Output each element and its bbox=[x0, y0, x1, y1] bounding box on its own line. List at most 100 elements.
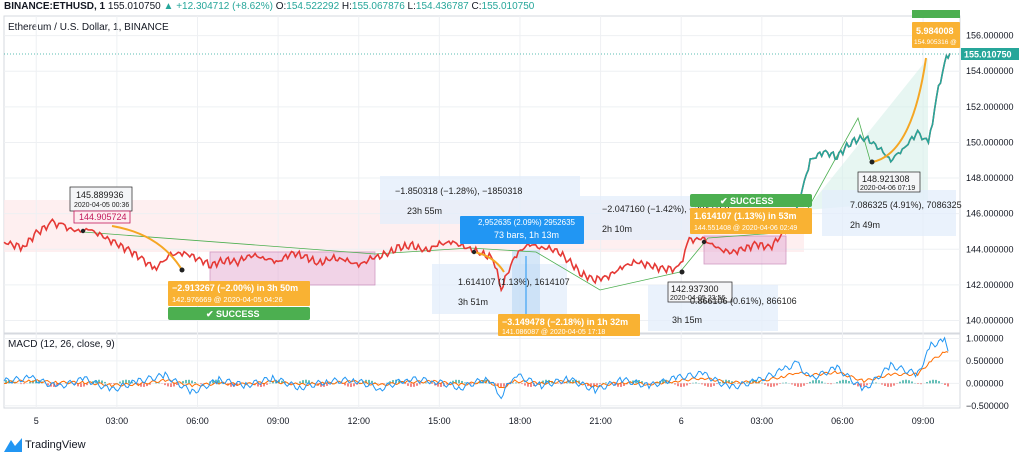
macd-tick-label: 0.500000 bbox=[966, 356, 1004, 366]
x-tick-label: 09:00 bbox=[912, 416, 935, 426]
x-tick-label: 06:00 bbox=[831, 416, 854, 426]
measure-box-2 bbox=[432, 264, 567, 314]
y-tick-label: 156.000000 bbox=[966, 31, 1014, 41]
trade2-box bbox=[498, 314, 640, 336]
x-tick-label: 06:00 bbox=[186, 416, 209, 426]
range1-text: −1.850318 (−1.28%), −1850318 bbox=[395, 186, 522, 196]
swing-arc-2 bbox=[473, 251, 505, 273]
range2-time: 3h 51m bbox=[458, 297, 488, 307]
open-label: O: bbox=[275, 1, 287, 12]
y-tick-label: 144.000000 bbox=[966, 244, 1014, 254]
low3-point bbox=[869, 159, 875, 165]
close-value: 155.010750 bbox=[481, 1, 535, 12]
macd-tick-label: 1.000000 bbox=[966, 333, 1004, 343]
high1-price: 145.889936 bbox=[76, 190, 124, 200]
low3-time: 2020-04-06 07:19 bbox=[860, 185, 915, 192]
y-tick-label: 146.000000 bbox=[966, 209, 1014, 219]
macd-tick-label: −0.500000 bbox=[966, 401, 1009, 411]
trade3-entry: 144.551408 @ 2020-04-06 02:49 bbox=[694, 225, 797, 232]
last-price: 155.010750 bbox=[107, 1, 161, 12]
swing-arc-1 bbox=[111, 225, 183, 271]
macd-pane bbox=[3, 333, 961, 409]
price-series bbox=[3, 53, 951, 293]
x-tick-label: 09:00 bbox=[267, 416, 290, 426]
high1-flag: 144.905724 bbox=[79, 212, 127, 222]
tradingview-logo[interactable]: TradingView bbox=[4, 438, 86, 452]
success1: ✔ SUCCESS bbox=[206, 309, 260, 319]
range5-time: 2h 49m bbox=[850, 220, 880, 230]
low1-point bbox=[471, 249, 477, 255]
x-tick-label: 03:00 bbox=[751, 416, 774, 426]
low2-time: 2020-04-05 23:56 bbox=[670, 295, 725, 302]
success1-box bbox=[168, 307, 310, 320]
trade4-result: 5.984008 bbox=[916, 26, 954, 36]
price-rally-line bbox=[794, 53, 951, 215]
trade4-entry: 154.905316 @ bbox=[914, 39, 957, 46]
trade1-point bbox=[179, 267, 185, 273]
open-value: 154.522292 bbox=[286, 1, 340, 12]
high1-label-box bbox=[69, 186, 133, 212]
trade3-result: 1.614107 (1.13%) in 53m bbox=[694, 211, 797, 221]
macd-tick-label: 0.000000 bbox=[966, 378, 1004, 388]
y-tick-label: 148.000000 bbox=[966, 173, 1014, 183]
y-tick-label: 154.000000 bbox=[966, 66, 1014, 76]
trade4-box bbox=[912, 22, 960, 48]
high1-point bbox=[80, 228, 86, 234]
x-tick-label: 5 bbox=[34, 416, 39, 426]
low-label: L: bbox=[407, 1, 416, 12]
range4-text: 0.866106 (0.61%), 866106 bbox=[690, 296, 797, 306]
trade3-point bbox=[701, 239, 707, 245]
bars-prefix: 2,952635 (2.09%) 2952635 bbox=[478, 218, 576, 227]
trade1-entry: 142.976669 @ 2020-04-05 04:26 bbox=[172, 295, 283, 304]
price-change: ▲ +12.304712 (+8.62%) bbox=[163, 1, 273, 12]
chart-title: Ethereum / U.S. Dollar, 1, BINANCE bbox=[8, 22, 169, 33]
low2-point bbox=[679, 269, 685, 275]
close-label: C: bbox=[471, 1, 482, 12]
x-tick-label: 6 bbox=[679, 416, 684, 426]
range1-time: 23h 55m bbox=[407, 206, 442, 216]
measure-box-3 bbox=[580, 196, 700, 240]
trend-line-2 bbox=[805, 116, 871, 213]
trade1-box bbox=[168, 281, 310, 306]
x-tick-label: 15:00 bbox=[428, 416, 451, 426]
low3-price: 148.921308 bbox=[862, 174, 910, 184]
x-tick-label: 18:00 bbox=[509, 416, 532, 426]
brand-label: TradingView bbox=[25, 439, 86, 451]
macd-title: MACD (12, 26, close, 9) bbox=[8, 339, 115, 350]
trade1-result: −2.913267 (−2.00%) in 3h 50m bbox=[172, 283, 298, 293]
symbol-header: BINANCE:ETHUSD, 1 155.010750 ▲ +12.30471… bbox=[4, 1, 534, 12]
high1-time: 2020-04-05 00:36 bbox=[74, 202, 129, 209]
price-badge-box bbox=[961, 48, 1019, 60]
x-tick-label: 12:00 bbox=[347, 416, 370, 426]
range4-time: 3h 15m bbox=[672, 315, 702, 325]
short-zone-1 bbox=[209, 251, 376, 286]
success2-box bbox=[690, 194, 812, 207]
y-tick-label: 142.000000 bbox=[966, 280, 1014, 290]
bars-tooltip-box bbox=[460, 216, 584, 244]
x-tick-label: 21:00 bbox=[589, 416, 612, 426]
bars-text: 73 bars, 1h 13m bbox=[494, 230, 559, 240]
y-tick-label: 140.000000 bbox=[966, 316, 1014, 326]
y-tick-label: 150.000000 bbox=[966, 137, 1014, 147]
axes: 5 03:00 06:00 09:00 12:00 15:00 18:00 21:00 6 03:… bbox=[34, 31, 1014, 426]
range2-text: 1.614107 (1.13%), 1614107 bbox=[458, 277, 570, 287]
trade4-head bbox=[912, 10, 960, 18]
trade2-entry: 141.086087 @ 2020-04-05 17:18 bbox=[502, 329, 605, 336]
tradingview-icon bbox=[4, 438, 22, 452]
high1-flag-box bbox=[73, 210, 131, 224]
low3-label-box bbox=[857, 171, 921, 193]
high-value: 155.067876 bbox=[351, 1, 405, 12]
trade2-result: −3.149478 (−2.18%) in 1h 32m bbox=[502, 317, 628, 327]
y-tick-label: 152.000000 bbox=[966, 102, 1014, 112]
signal-line bbox=[3, 351, 949, 389]
range3-text: −2.047160 (−1.42%), −2047160 bbox=[602, 204, 729, 214]
success2: ✔ SUCCESS bbox=[720, 196, 774, 206]
symbol-label: BINANCE:ETHUSD, 1 bbox=[4, 1, 106, 12]
low2-price: 142.937300 bbox=[671, 284, 719, 294]
price-badge: 155.010750 bbox=[964, 50, 1012, 60]
macd-series bbox=[3, 336, 949, 400]
macd-line bbox=[3, 336, 949, 400]
trade3-box bbox=[690, 208, 812, 234]
